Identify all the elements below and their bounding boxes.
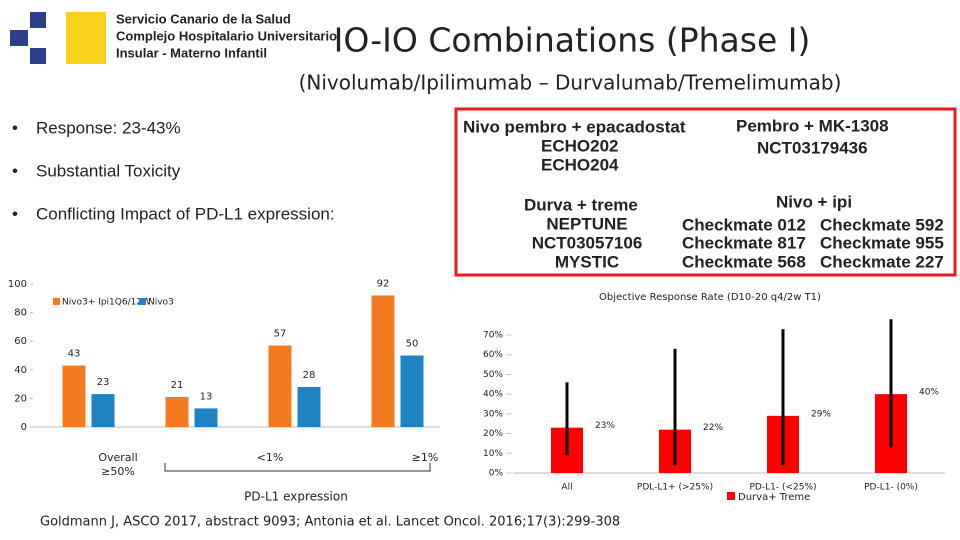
data-label: 23 (97, 377, 110, 388)
slide-title: IO-IO Combinations (Phase I) (334, 21, 811, 60)
legend-swatch (727, 492, 735, 500)
x-annotation: <1% (257, 451, 284, 464)
legend-label: Durva+ Treme (738, 492, 810, 503)
trial-item: NEPTUNE (546, 214, 627, 233)
bar (371, 295, 395, 427)
trial-item: Checkmate 955 (820, 233, 944, 252)
data-label: 40% (919, 388, 939, 398)
data-label: 22% (703, 423, 723, 433)
data-label: 57 (274, 328, 287, 339)
y-tick-label: 40% (483, 390, 503, 400)
legend-label: Nivo3 (148, 298, 174, 308)
y-tick-label: 30% (483, 409, 503, 419)
trial-item: Checkmate 012 (682, 215, 806, 234)
legend-swatch (53, 298, 60, 305)
x-tick-label: All (561, 483, 572, 493)
data-label: 43 (68, 349, 81, 360)
trial-name: Nivo + ipi (776, 192, 852, 211)
data-label: 92 (377, 278, 390, 289)
y-tick-label: 60 (14, 336, 27, 347)
bar (268, 345, 292, 427)
trial-item: Checkmate 568 (682, 252, 806, 271)
data-label: 28 (303, 370, 316, 381)
y-tick-label: 20% (483, 429, 503, 439)
y-tick-label: 70% (483, 331, 503, 341)
legend-swatch (139, 298, 146, 305)
data-label: 29% (811, 409, 831, 419)
y-tick-label: 80 (14, 308, 27, 319)
trial-item: ECHO204 (541, 155, 619, 174)
y-tick-label: 0% (489, 469, 504, 479)
bar (91, 394, 115, 427)
x-annotation: Overall (98, 451, 137, 464)
trial-item: ECHO202 (541, 136, 618, 155)
trials-box (454, 107, 957, 277)
trial-item: NCT03057106 (532, 233, 643, 252)
svg-text:•: • (12, 161, 18, 180)
data-label: 13 (200, 391, 213, 402)
y-tick-label: 10% (483, 449, 503, 459)
trial-name: Pembro + MK-1308 (736, 116, 889, 135)
bullet: Substantial Toxicity (36, 161, 181, 180)
chart-title: Objective Response Rate (D10-20 q4/2w T1… (599, 292, 821, 303)
trial-name: Durva + treme (524, 195, 638, 214)
data-label: 21 (171, 380, 184, 391)
data-label: 23% (595, 421, 615, 431)
bar (400, 355, 424, 427)
trial-item: NCT03179436 (757, 138, 868, 157)
x-axis-label: PD-L1 expression (244, 490, 348, 504)
x-tick-label: PDL-L1+ (>25%) (637, 483, 713, 493)
bar (165, 396, 189, 427)
bar (62, 365, 86, 427)
logo (10, 12, 106, 64)
logo-text: Complejo Hospitalario Universitario (116, 28, 337, 43)
data-label: 50 (406, 339, 419, 350)
trial-item: Checkmate 817 (682, 233, 806, 252)
y-tick-label: 60% (483, 350, 503, 360)
y-tick-label: 100 (8, 279, 27, 290)
logo-text: Insular - Materno Infantil (116, 45, 267, 60)
x-annotation: ≥50% (101, 465, 135, 478)
svg-text:•: • (12, 118, 18, 137)
trial-item: Checkmate 592 (820, 215, 944, 234)
bullet: Response: 23-43% (36, 118, 181, 137)
bracket (164, 463, 431, 472)
legend-label: Nivo3+ Ipi1Q6/12W (62, 298, 151, 308)
bullet: Conflicting Impact of PD-L1 expression: (36, 204, 335, 223)
trial-name: Nivo pembro + epacadostat (463, 117, 686, 136)
slide-subtitle: (Nivolumab/Ipilimumab – Durvalumab/Treme… (299, 71, 842, 95)
x-tick-label: PD-L1- (<25%) (749, 483, 816, 493)
trial-item: MYSTIC (555, 252, 619, 271)
svg-text:•: • (12, 204, 18, 223)
logo-text: Servicio Canario de la Salud (116, 11, 291, 26)
footer: Goldmann J, ASCO 2017, abstract 9093; An… (40, 515, 620, 530)
x-annotation: ≥1% (412, 451, 439, 464)
y-tick-label: 0 (21, 422, 27, 433)
y-tick-label: 40 (14, 365, 27, 376)
bar (194, 408, 218, 427)
y-tick-label: 20 (14, 393, 27, 404)
bar (297, 386, 321, 427)
y-tick-label: 50% (483, 370, 503, 380)
x-tick-label: PD-L1- (0%) (864, 483, 918, 493)
trial-item: Checkmate 227 (820, 252, 944, 271)
